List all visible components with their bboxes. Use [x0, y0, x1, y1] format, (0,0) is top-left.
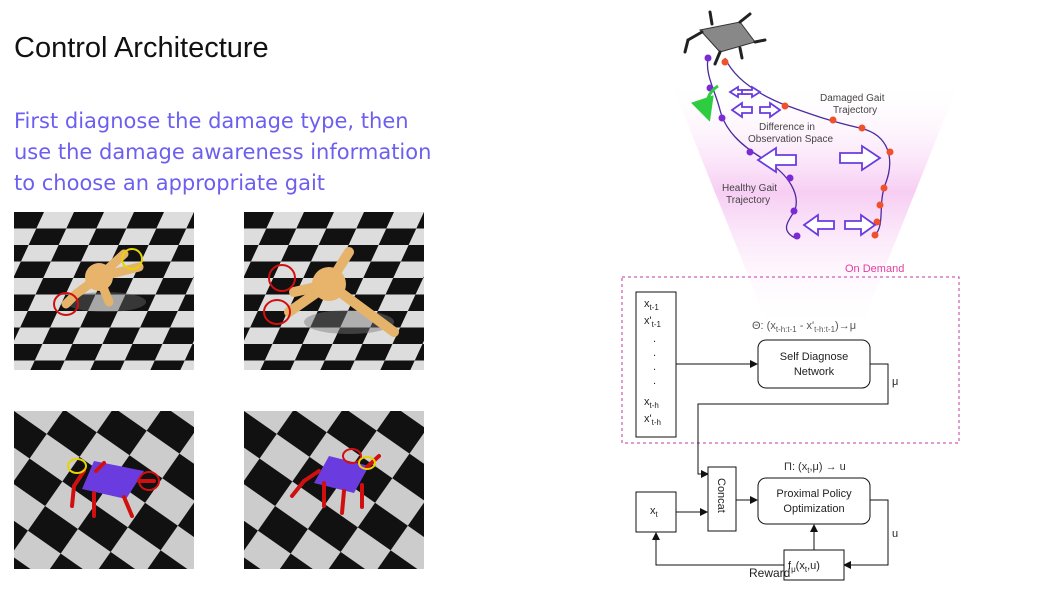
self-diagnose-label-1: Self Diagnose [780, 351, 849, 363]
ppo-label-1: Proximal Policy [776, 488, 852, 500]
ant-robot-image-1 [14, 212, 194, 370]
u-label: u [892, 528, 898, 540]
mu-label: μ [892, 376, 898, 388]
hexapod-robot-icon [683, 10, 767, 66]
on-demand-region [621, 276, 960, 444]
svg-text:x't-1: x't-1 [644, 315, 661, 329]
concat-label: Concat [715, 478, 727, 513]
hexapod-robot-image-2 [244, 411, 424, 569]
svg-text:xt-h: xt-h [644, 396, 659, 410]
self-diagnose-network-box [757, 339, 871, 389]
ppo-box [757, 477, 871, 525]
svg-text:.: . [653, 375, 656, 387]
concat-box [707, 466, 737, 532]
svg-text:x't-h: x't-h [644, 413, 661, 427]
history-items: xt-1 x't-1 . . . . xt-h x't-h [644, 298, 661, 427]
projection-cone [670, 80, 960, 330]
healthy-label-2: Trajectory [726, 195, 770, 206]
svg-text:.: . [653, 347, 656, 359]
slide-subtitle: First diagnose the damage type, then use… [14, 109, 432, 195]
damaged-label-2: Trajectory [833, 105, 877, 116]
self-diagnose-label-2: Network [794, 366, 835, 378]
difference-label-1: Difference in [759, 122, 815, 133]
svg-text:.: . [653, 361, 656, 373]
reward-loop-arrow [652, 532, 784, 566]
slide-title: Control Architecture [14, 32, 269, 64]
difference-arrows [728, 85, 882, 237]
ppo-to-reward-arrow [843, 499, 889, 569]
ant-robot-image-2 [244, 212, 424, 370]
mu-to-concat-arrow [697, 363, 889, 478]
history-buffer-box [635, 291, 677, 438]
svg-text:xt-1: xt-1 [644, 298, 659, 312]
svg-text:.: . [653, 333, 656, 345]
difference-label-2: Observation Space [748, 134, 833, 145]
control-architecture-diagram: Damaged Gait Trajectory Difference in Ob… [621, 10, 960, 581]
healthy-label-1: Healthy Gait [722, 183, 777, 194]
xt-label: xt [650, 505, 659, 519]
ppo-label-2: Optimization [783, 503, 844, 515]
reward-function-label: fμ(xt,u) [788, 560, 820, 574]
damaged-dots [721, 58, 894, 239]
diagnose-formula: Θ: (xt-h:t-1 - x't-h:t-1)→μ [752, 320, 856, 334]
on-demand-label: On Demand [845, 263, 904, 275]
policy-formula: Π: (xt,μ) → u [784, 461, 846, 475]
xt-box [635, 491, 677, 533]
reward-label: Reward [749, 566, 790, 580]
hexapod-robot-image-1 [14, 411, 194, 569]
damaged-label-1: Damaged Gait [820, 93, 885, 104]
green-arrow-icon [690, 84, 719, 122]
